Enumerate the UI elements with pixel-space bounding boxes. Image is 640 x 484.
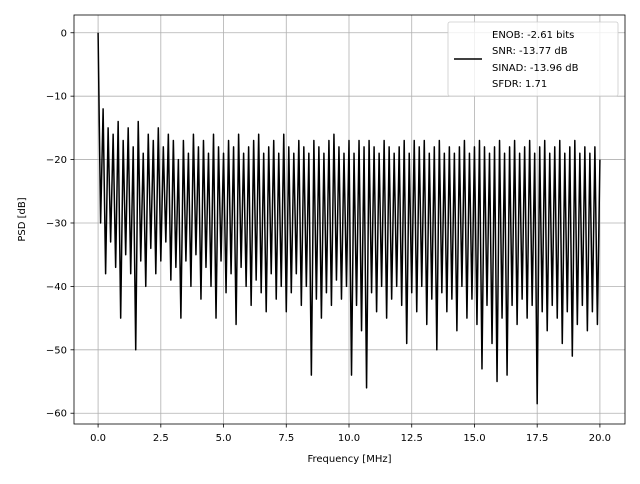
x-axis: 0.0 2.5 5.0 7.5 10.0 12.5 15.0 17.5 20.0: [90, 424, 611, 444]
y-tick-label: −20: [46, 155, 67, 166]
legend-snr: SNR: -13.77 dB: [492, 46, 568, 57]
x-tick-label: 17.5: [526, 433, 548, 444]
x-tick-label: 5.0: [216, 433, 232, 444]
y-tick-label: −30: [46, 218, 67, 229]
axes-frame: [73, 14, 626, 425]
legend: ENOB: -2.61 bits SNR: -13.77 dB SINAD: -…: [447, 21, 619, 97]
x-tick-label: 0.0: [90, 433, 106, 444]
x-axis-label: Frequency [MHz]: [307, 454, 391, 465]
legend-sinad: SINAD: -13.96 dB: [492, 63, 579, 74]
legend-enob: ENOB: -2.61 bits: [492, 30, 574, 41]
y-tick-label: −40: [46, 282, 67, 293]
x-tick-label: 12.5: [401, 433, 423, 444]
legend-sfdr: SFDR: 1.71: [492, 79, 547, 90]
x-tick-label: 10.0: [338, 433, 360, 444]
y-axis: 0 −10 −20 −30 −40 −50 −60: [46, 28, 74, 420]
series-layer: [97, 32, 601, 405]
legend-box: [447, 21, 619, 97]
x-tick-label: 2.5: [153, 433, 169, 444]
psd-line: [97, 32, 601, 405]
y-axis-label: PSD [dB]: [17, 197, 28, 241]
y-tick-label: −50: [46, 345, 67, 356]
y-tick-label: 0: [61, 28, 67, 39]
x-tick-label: 7.5: [278, 433, 294, 444]
x-tick-label: 20.0: [589, 433, 611, 444]
y-tick-label: −60: [46, 409, 67, 420]
x-tick-label: 15.0: [463, 433, 485, 444]
y-tick-label: −10: [46, 92, 67, 103]
